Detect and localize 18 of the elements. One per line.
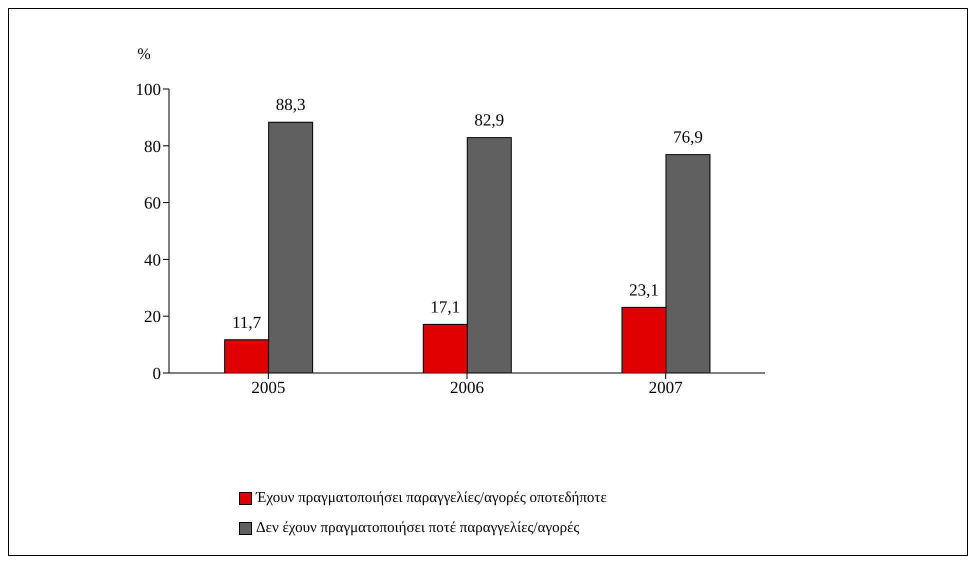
data-label: 23,1 [629, 280, 659, 300]
y-tick-label: 40 [144, 250, 161, 270]
legend-label: Δεν έχουν πραγματοποιήσει ποτέ παραγγελίες/αγορές [256, 519, 580, 538]
data-label: 11,7 [232, 312, 262, 332]
y-tick-label: 100 [136, 80, 161, 100]
y-tick-label: 20 [144, 307, 161, 326]
x-tick-label: 2007 [648, 378, 684, 398]
y-tick-label: 0 [152, 364, 161, 384]
data-label: 17,1 [430, 297, 460, 316]
y-tick-label: 80 [144, 136, 161, 156]
x-tick-label: 2006 [450, 378, 484, 398]
data-label: 76,9 [673, 128, 703, 147]
y-axis-title: % [137, 46, 151, 63]
x-tick-label: 2005 [251, 378, 286, 398]
data-label: 88,3 [276, 95, 306, 114]
data-label: 82,9 [474, 110, 504, 130]
y-tick-label: 60 [144, 194, 161, 213]
legend-label: Έχουν πραγματοποιήσει παραγγελίες/αγορές οποτεδήποτε [256, 489, 607, 508]
